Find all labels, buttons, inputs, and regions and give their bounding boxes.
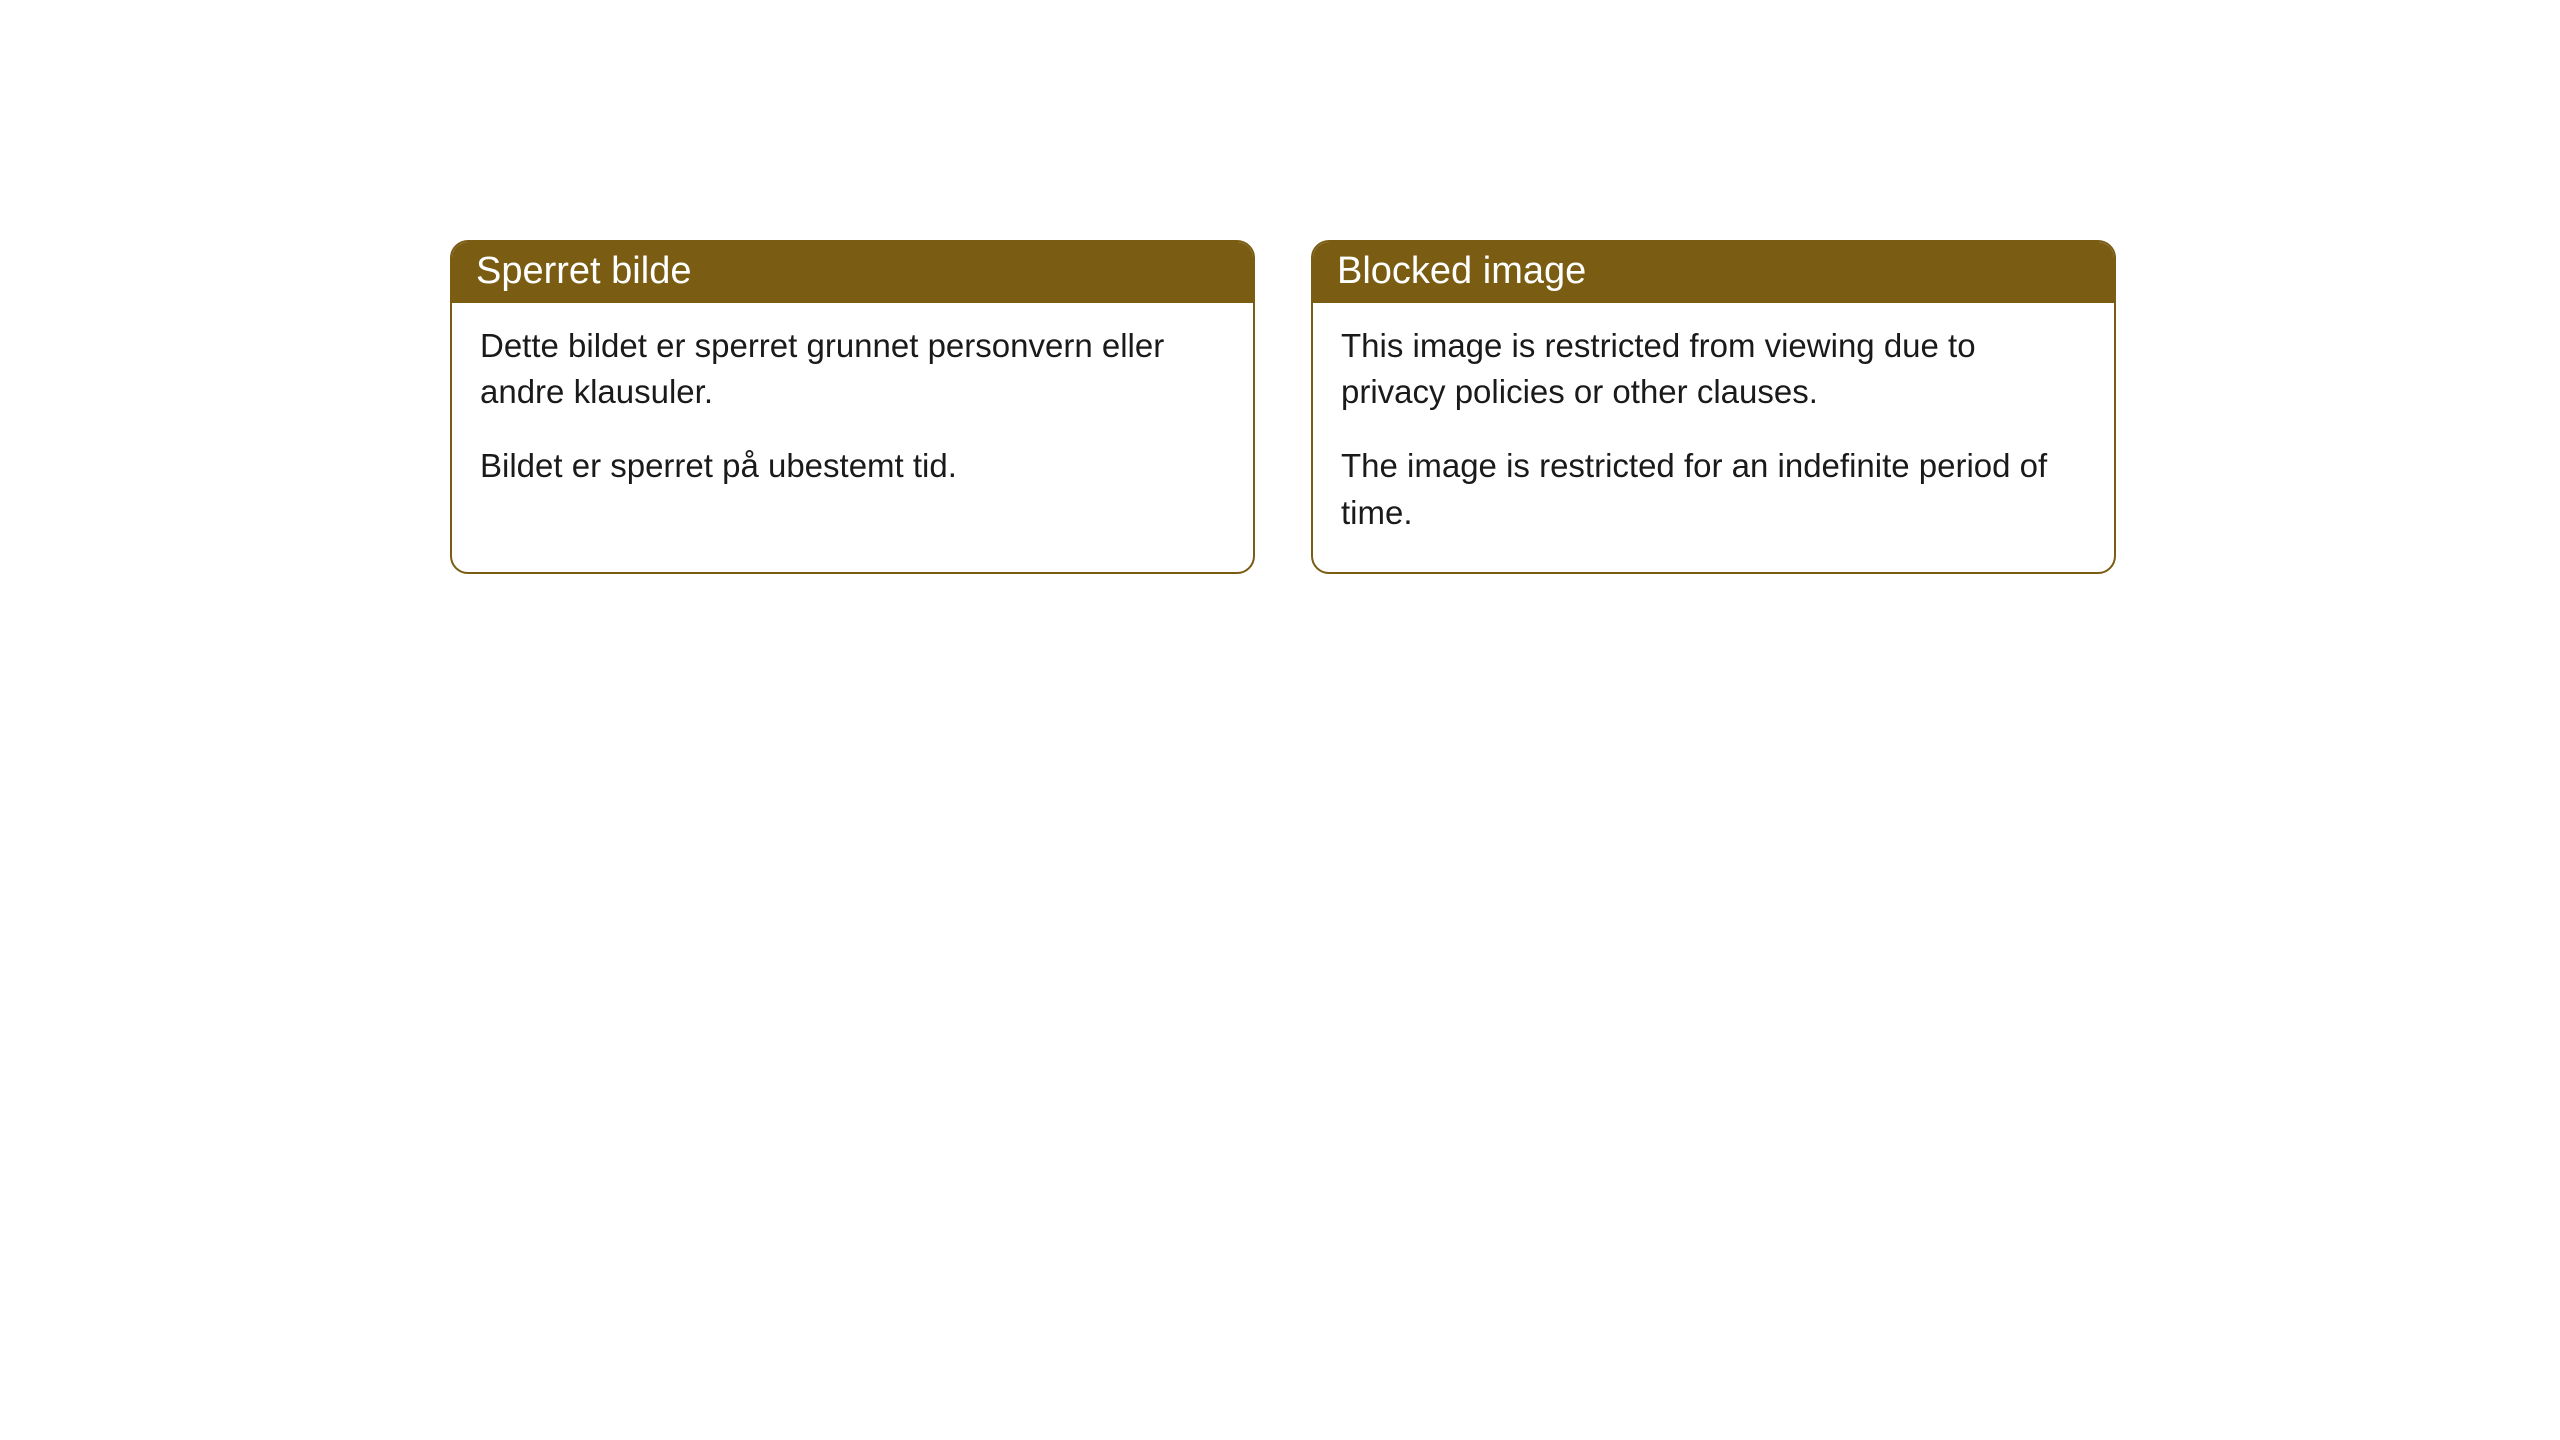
notice-paragraph: This image is restricted from viewing du… <box>1341 323 2086 415</box>
notice-card-english: Blocked image This image is restricted f… <box>1311 240 2116 574</box>
notice-card-title: Blocked image <box>1313 242 2114 303</box>
notice-card-body: Dette bildet er sperret grunnet personve… <box>452 303 1253 526</box>
notice-card-norwegian: Sperret bilde Dette bildet er sperret gr… <box>450 240 1255 574</box>
notice-card-title: Sperret bilde <box>452 242 1253 303</box>
notice-paragraph: Bildet er sperret på ubestemt tid. <box>480 443 1225 489</box>
notice-card-body: This image is restricted from viewing du… <box>1313 303 2114 572</box>
notice-paragraph: The image is restricted for an indefinit… <box>1341 443 2086 535</box>
notice-paragraph: Dette bildet er sperret grunnet personve… <box>480 323 1225 415</box>
notice-container: Sperret bilde Dette bildet er sperret gr… <box>0 0 2560 574</box>
